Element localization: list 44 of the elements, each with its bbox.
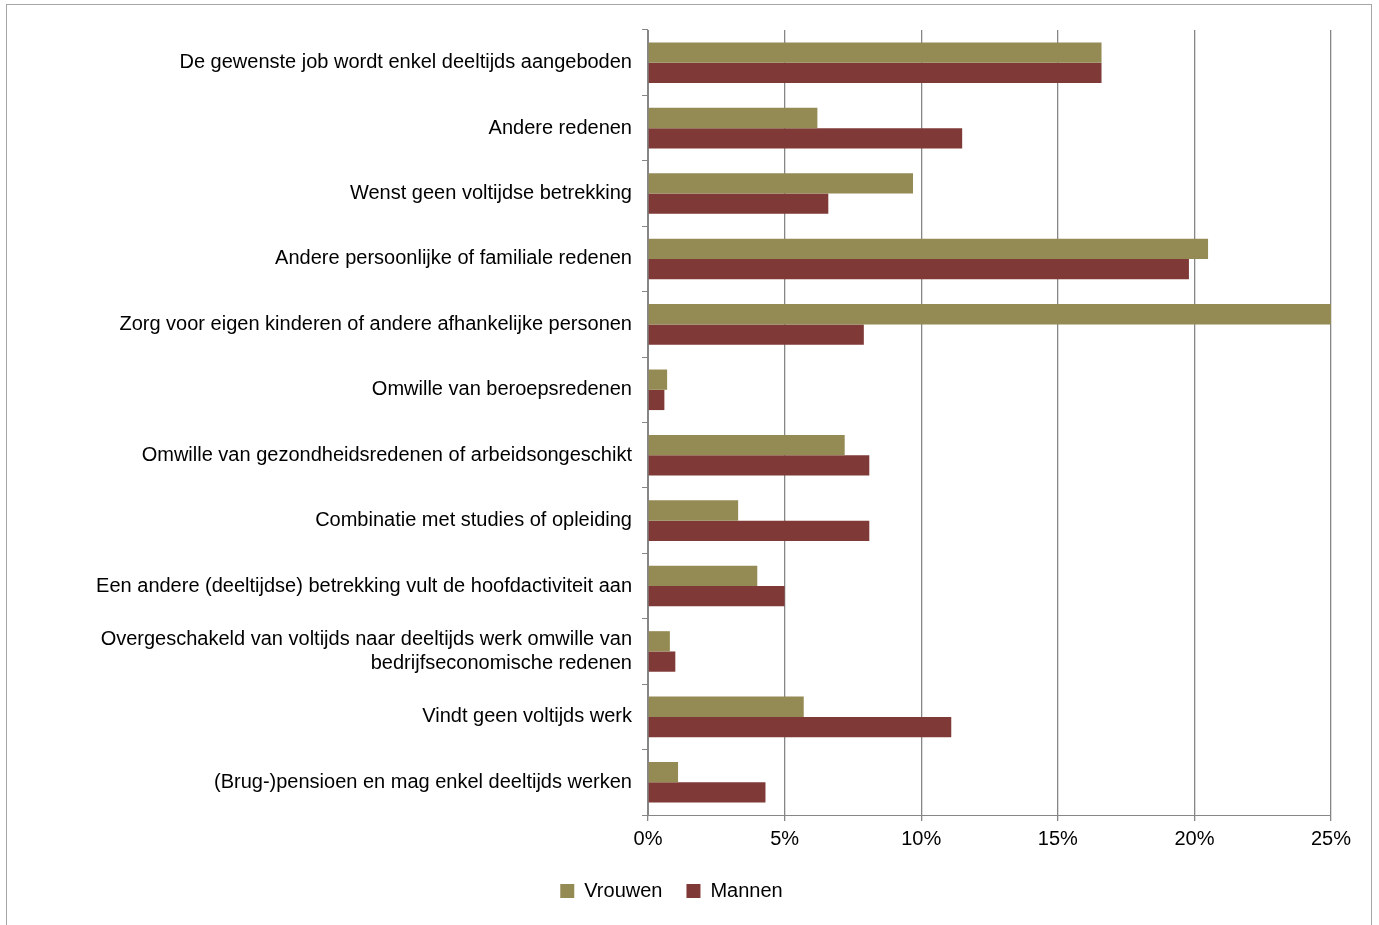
y-tick-label: Wenst geen voltijdse betrekking — [349, 181, 632, 204]
bar — [648, 389, 665, 411]
bar — [648, 762, 679, 783]
bar — [648, 565, 758, 587]
y-tick-label: Een andere (deeltijdse) betrekking vult de hoofdactiviteit aan — [96, 573, 632, 596]
y-tick-label: De gewenste job wordt enkel deeltijds aangeboden — [179, 50, 632, 73]
bar — [648, 696, 804, 717]
bar — [648, 651, 676, 672]
bar — [648, 520, 870, 541]
bar — [648, 62, 1102, 83]
bar — [648, 42, 1102, 63]
y-tick-label: Vindt geen voltijds werk — [422, 704, 633, 727]
y-tick-label: Andere persoonlijke of familiale redenen — [275, 246, 632, 269]
bar — [648, 782, 766, 803]
bar — [648, 107, 818, 129]
bar — [648, 500, 739, 521]
bar — [648, 238, 1209, 259]
y-tick-label: (Brug-)pensioen en mag enkel deeltijds werken — [213, 769, 632, 792]
x-tick-label: 0% — [633, 826, 663, 849]
bar — [648, 304, 1331, 325]
legend-label: Mannen — [710, 878, 783, 901]
x-tick-label: 15% — [1037, 826, 1079, 849]
bar — [648, 324, 864, 345]
bar — [648, 173, 913, 194]
y-tick-label: Zorg voor eigen kinderen of andere afhankelijke personen — [119, 311, 632, 334]
bar — [648, 586, 785, 607]
y-tick-label: Andere redenen — [488, 115, 632, 138]
bar — [648, 258, 1189, 280]
x-tick-label: 20% — [1174, 826, 1215, 849]
y-tick-label: Omwille van gezondheidsredenen of arbeidsongeschikt — [141, 442, 633, 465]
y-tick-label: Combinatie met studies of opleiding — [315, 508, 632, 531]
bar — [648, 369, 668, 390]
bar — [648, 631, 670, 652]
x-tick-label: 10% — [901, 826, 942, 849]
x-tick-label: 5% — [770, 826, 800, 849]
y-tick-label: Overgeschakeld van voltijds naar deeltijds werk omwille van bedrijfseconomische redenen — [100, 626, 632, 673]
bar — [648, 716, 952, 738]
bar — [648, 128, 963, 149]
legend-label: Vrouwen — [584, 878, 663, 901]
bar — [648, 434, 845, 456]
x-tick-label: 25% — [1310, 826, 1352, 849]
bar — [648, 455, 870, 476]
y-tick-label: Omwille van beroepsredenen — [371, 377, 632, 400]
bar — [648, 193, 829, 214]
